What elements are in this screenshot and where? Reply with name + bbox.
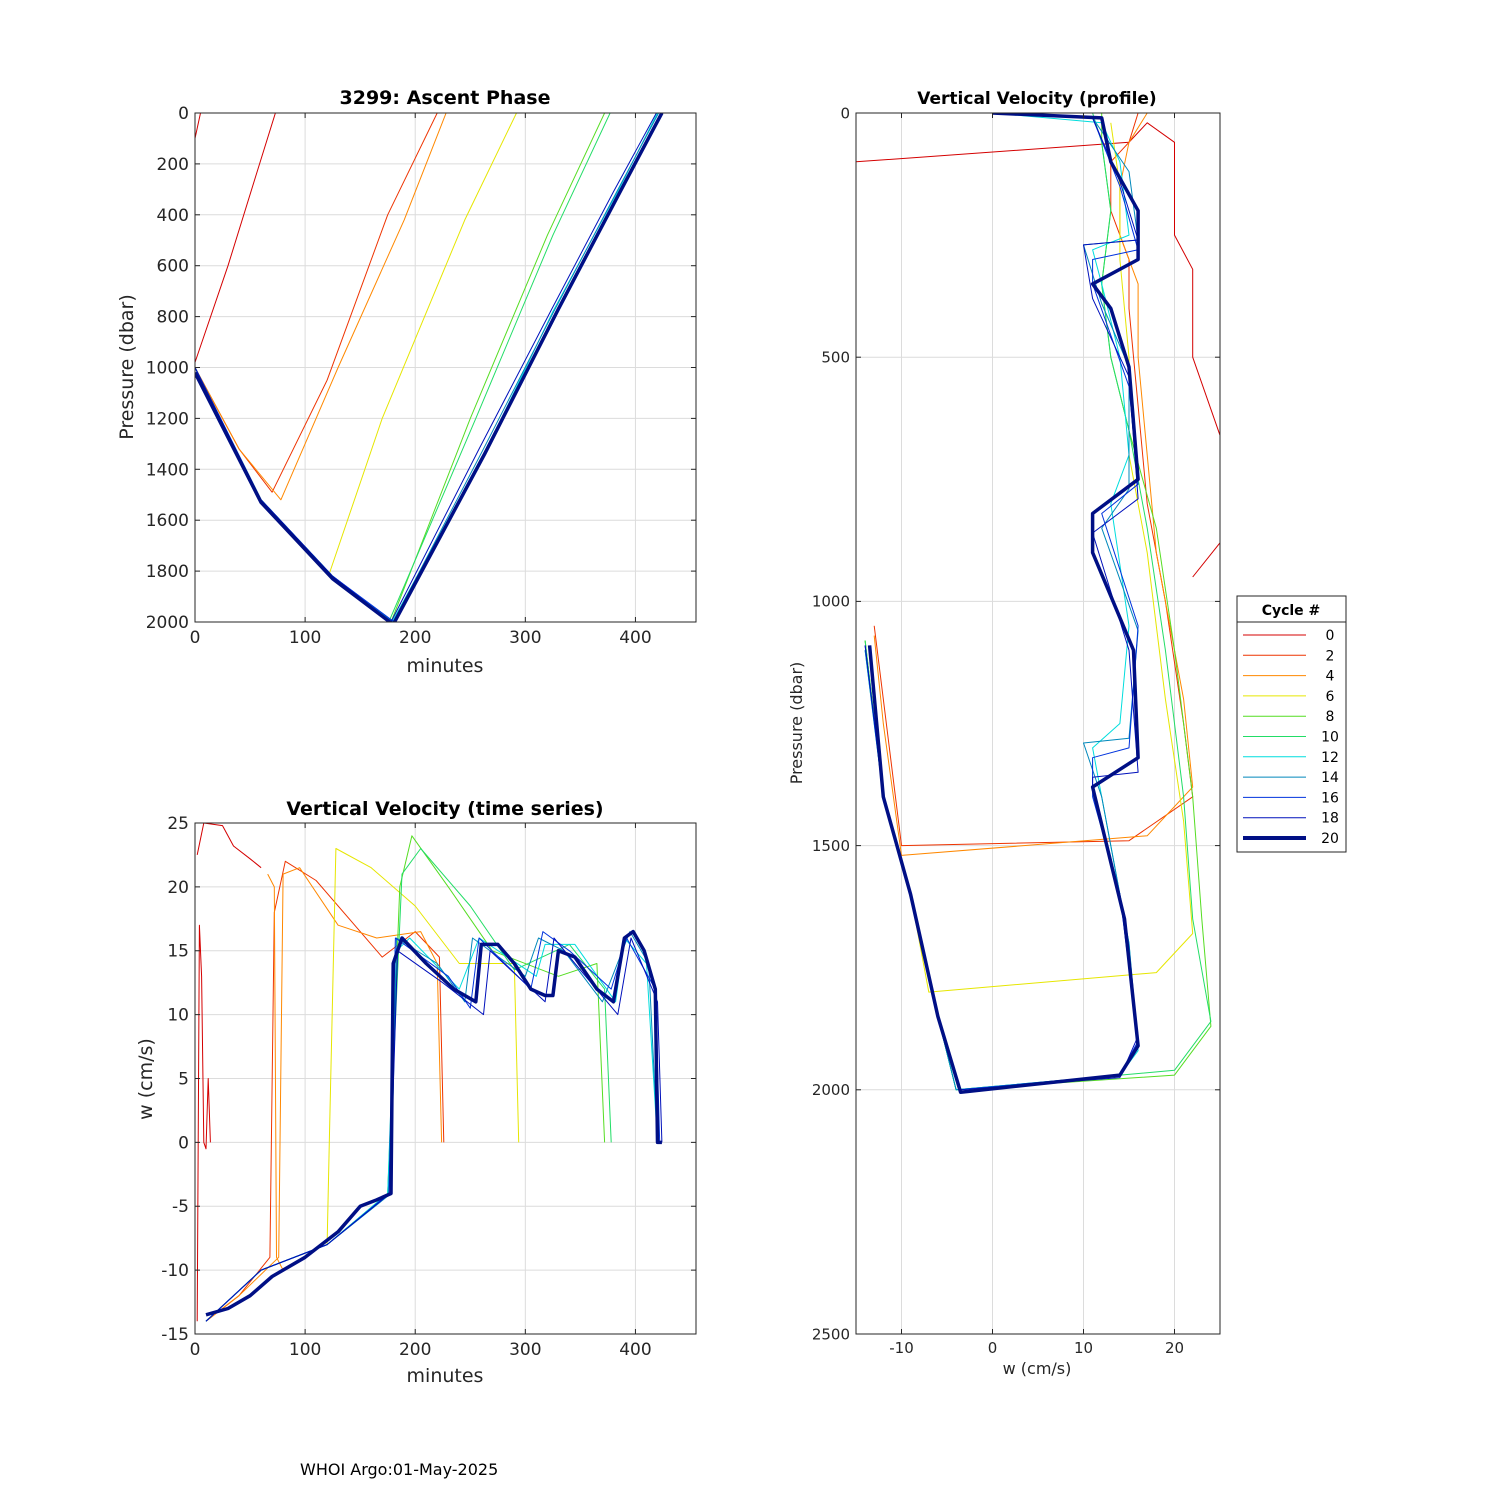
y-tick-label: 1200	[146, 409, 189, 429]
x-tick-label: 100	[289, 628, 321, 648]
series-line-cycle-0	[195, 113, 276, 363]
x-tick-label: 200	[399, 1340, 431, 1360]
y-tick-label: 20	[167, 878, 189, 898]
velocity-profile-chart: Vertical Velocity (profile) Pressure (db…	[787, 89, 1221, 1378]
series-line-cycle-20	[205, 929, 662, 1317]
series-line-cycle-20	[867, 113, 1140, 1094]
y-axis-label: w (cm/s)	[135, 1038, 157, 1120]
x-tick-label: 400	[619, 628, 651, 648]
series-line-cycle-2	[873, 113, 1194, 847]
legend-label-8: 8	[1326, 709, 1335, 725]
legend: Cycle # 0 2 4 6 8 10 12 14 16 18 20	[1236, 595, 1347, 853]
plot-area	[856, 113, 1220, 1334]
x-tick-label: 300	[509, 1340, 541, 1360]
y-tick-label: 1600	[146, 511, 189, 531]
legend-box	[1236, 595, 1347, 853]
y-tick-label: 25	[167, 814, 189, 834]
footer-text: WHOI Argo:01-May-2025	[300, 1460, 499, 1479]
chart-title: Vertical Velocity (profile)	[917, 89, 1156, 109]
legend-title: Cycle #	[1262, 603, 1321, 619]
y-tick-label: 1800	[146, 562, 189, 582]
y-axis-label: Pressure (dbar)	[116, 294, 138, 440]
chart-title: Vertical Velocity (time series)	[286, 798, 603, 820]
legend-label-18: 18	[1321, 811, 1339, 827]
axes-frame	[855, 112, 1221, 1335]
x-axis-label: minutes	[407, 655, 484, 677]
y-tick-label: 10	[167, 1006, 189, 1026]
y-tick-label: 15	[167, 942, 189, 962]
legend-label-0: 0	[1326, 628, 1335, 644]
y-tick-label: 2500	[812, 1325, 850, 1343]
x-tick-label: 10	[1074, 1339, 1093, 1357]
series-line-cycle-18	[205, 937, 663, 1322]
y-tick-label: 2000	[812, 1081, 850, 1099]
series-line-cycle-20	[195, 113, 664, 622]
y-tick-label: 500	[821, 348, 850, 366]
series-group	[856, 113, 1220, 1094]
x-tick-label: 200	[399, 628, 431, 648]
y-tick-label: -15	[161, 1325, 189, 1345]
y-tick-label: 200	[157, 155, 189, 175]
x-tick-label: -10	[889, 1339, 914, 1357]
series-line-cycle-0b	[196, 823, 262, 869]
series-line-cycle-18	[195, 113, 657, 622]
series-line-cycle-2	[205, 860, 445, 1322]
ascent-phase-chart: 3299: Ascent Phase Pressure (dbar) minut…	[116, 87, 697, 677]
y-tick-label: 1000	[812, 593, 850, 611]
series-group	[196, 823, 663, 1322]
series-line-cycle-0	[856, 122, 1220, 436]
x-tick-label: 0	[190, 628, 201, 648]
y-tick-label: 400	[157, 206, 189, 226]
y-tick-label: 1000	[146, 358, 189, 378]
y-tick-label: 0	[840, 104, 850, 122]
y-tick-label: -10	[161, 1261, 189, 1281]
legend-label-20: 20	[1321, 831, 1339, 847]
x-tick-label: 20	[1165, 1339, 1184, 1357]
legend-label-12: 12	[1321, 750, 1339, 766]
series-line-cycle-0	[1192, 542, 1220, 578]
series-line-cycle-0	[196, 924, 211, 1322]
legend-label-2: 2	[1326, 648, 1335, 664]
series-line-cycle-4b	[267, 873, 284, 1271]
y-tick-label: 1400	[146, 460, 189, 480]
series-line-cycle-4	[205, 867, 443, 1322]
y-tick-label: 0	[178, 1133, 189, 1153]
x-tick-label: 100	[289, 1340, 321, 1360]
y-tick-label: 800	[157, 308, 189, 328]
series-line-cycle-4	[195, 113, 447, 501]
y-tick-label: 2000	[146, 613, 189, 633]
legend-label-16: 16	[1321, 790, 1339, 806]
legend-label-4: 4	[1326, 669, 1335, 685]
legend-label-10: 10	[1321, 730, 1339, 746]
y-tick-label: -5	[172, 1197, 189, 1217]
series-group	[195, 113, 664, 622]
legend-label-6: 6	[1326, 689, 1335, 705]
x-tick-label: 0	[190, 1340, 201, 1360]
y-axis-label: Pressure (dbar)	[787, 662, 806, 785]
x-tick-label: 400	[619, 1340, 651, 1360]
x-tick-label: 300	[509, 628, 541, 648]
x-tick-label: 0	[988, 1339, 998, 1357]
y-tick-label: 1500	[812, 837, 850, 855]
x-axis-label: w (cm/s)	[1003, 1359, 1072, 1378]
y-tick-label: 0	[178, 104, 189, 124]
series-line-cycle-0	[195, 113, 201, 139]
x-axis-label: minutes	[407, 1365, 484, 1387]
velocity-time-series-chart: Vertical Velocity (time series) w (cm/s)…	[135, 798, 697, 1387]
y-tick-label: 5	[178, 1069, 189, 1089]
y-tick-label: 600	[157, 257, 189, 277]
chart-title: 3299: Ascent Phase	[340, 87, 551, 109]
legend-label-14: 14	[1321, 770, 1339, 786]
